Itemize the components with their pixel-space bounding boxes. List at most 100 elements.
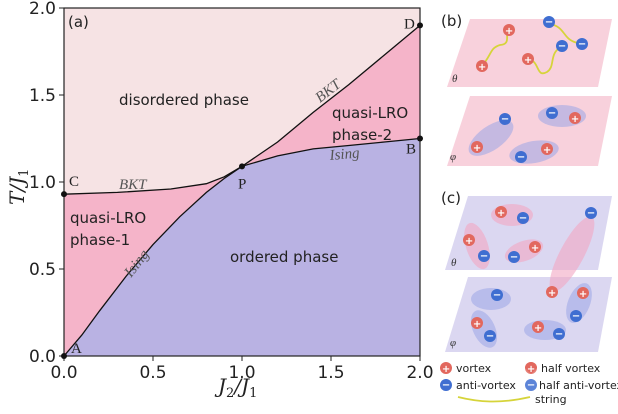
svg-text:+: + bbox=[531, 243, 539, 254]
anti-vortex: − bbox=[499, 113, 511, 125]
half-vortex: + bbox=[529, 241, 541, 254]
anti-vortex: − bbox=[515, 151, 527, 163]
svg-text:−: − bbox=[517, 152, 525, 163]
half-anti-vortex: − bbox=[508, 251, 520, 263]
y-axis-label: T/J1 bbox=[5, 169, 32, 205]
x-tick-label: 1.5 bbox=[317, 363, 344, 383]
panel-label-a: (a) bbox=[68, 13, 89, 31]
svg-text:+: + bbox=[465, 236, 473, 247]
svg-text:−: − bbox=[555, 329, 563, 340]
svg-text:−: − bbox=[501, 114, 509, 125]
x-tick-label: 0.5 bbox=[139, 363, 166, 383]
half-vortex: + bbox=[495, 206, 507, 219]
svg-text:+: + bbox=[473, 143, 481, 154]
svg-text:−: − bbox=[578, 39, 586, 50]
half-anti-vortex: − bbox=[585, 207, 597, 219]
field-phi-c: φ bbox=[450, 337, 456, 349]
svg-text:+: + bbox=[524, 55, 532, 66]
half-vortex: + bbox=[546, 286, 558, 299]
half-anti-vortex: − bbox=[576, 38, 588, 50]
quasi-lro-2-label-line2: phase-2 bbox=[332, 126, 392, 144]
legend-vortex-label: vortex bbox=[456, 362, 492, 375]
point-label-P: P bbox=[238, 176, 246, 192]
vortex: + bbox=[541, 143, 553, 156]
anti-vortex: − bbox=[491, 289, 503, 301]
x-ticks: 0.0 0.5 1.0 1.5 2.0 bbox=[50, 356, 434, 383]
y-ticks: 0.0 0.5 1.0 1.5 2.0 bbox=[29, 0, 64, 367]
pair-cloud bbox=[471, 288, 511, 310]
svg-text:−: − bbox=[480, 251, 488, 262]
field-phi-b: φ bbox=[450, 151, 456, 163]
region-disordered bbox=[64, 8, 420, 195]
phase-boundaries bbox=[63, 24, 421, 357]
point-P bbox=[239, 163, 245, 170]
half-anti-vortex: − bbox=[556, 40, 568, 52]
svg-text:−: − bbox=[510, 252, 518, 263]
svg-text:−: − bbox=[527, 380, 535, 391]
point-label-A: A bbox=[71, 341, 82, 357]
string-2 bbox=[528, 45, 563, 75]
half-vortex: + bbox=[463, 234, 475, 247]
svg-text:+: + bbox=[579, 289, 587, 300]
x-tick-label: 1.0 bbox=[228, 363, 255, 383]
pair-cloud bbox=[549, 216, 595, 292]
quasi-lro-1-label-line2: phase-1 bbox=[70, 231, 130, 249]
point-D bbox=[417, 22, 423, 29]
phase-diagram: 0.0 0.5 1.0 1.5 2.0 0.0 0.5 1.0 1.5 2.0 A B C D P (a… bbox=[5, 0, 434, 401]
half-vortex: + bbox=[503, 24, 515, 37]
svg-text:−: − bbox=[442, 380, 450, 391]
ordered-phase-label: ordered phase bbox=[230, 248, 338, 266]
region-quasi-lro-2 bbox=[242, 25, 420, 167]
legend-half-vortex-icon: + bbox=[525, 362, 537, 375]
region-ordered bbox=[64, 138, 420, 356]
vortex: + bbox=[577, 287, 589, 300]
point-label-D: D bbox=[404, 16, 415, 32]
point-label-B: B bbox=[406, 142, 416, 158]
svg-text:−: − bbox=[587, 208, 595, 219]
svg-text:+: + bbox=[497, 208, 505, 219]
special-points: A B C D P bbox=[61, 16, 423, 359]
y-tick-label: 0.0 bbox=[29, 347, 56, 367]
half-anti-vortex: − bbox=[543, 16, 555, 28]
anti-vortex: − bbox=[570, 310, 582, 322]
bkt-label-lower: BKT bbox=[119, 177, 148, 193]
y-tick-label: 1.0 bbox=[29, 173, 56, 193]
svg-text:+: + bbox=[543, 145, 551, 156]
vortex: + bbox=[532, 321, 544, 334]
half-anti-vortex: − bbox=[478, 250, 490, 262]
point-B bbox=[417, 135, 423, 142]
anti-vortex: − bbox=[484, 330, 496, 342]
legend-anti-vortex-icon: − bbox=[440, 379, 452, 391]
legend-string-label: string bbox=[535, 393, 567, 406]
disordered-phase-label: disordered phase bbox=[119, 91, 249, 109]
svg-text:−: − bbox=[519, 213, 527, 224]
legend-half-anti-vortex-label: half anti-vortex bbox=[539, 379, 618, 392]
x-tick-label: 2.0 bbox=[406, 363, 433, 383]
panel-c: (c) θ φ + − + − + − − + − + − + − + − bbox=[441, 189, 612, 352]
svg-text:+: + bbox=[478, 62, 486, 73]
vortex: + bbox=[471, 141, 483, 154]
y-tick-label: 0.5 bbox=[29, 260, 56, 280]
point-label-C: C bbox=[69, 174, 79, 190]
svg-text:−: − bbox=[493, 290, 501, 301]
field-theta-b: θ bbox=[452, 73, 458, 85]
x-axis-label: J2/J1 bbox=[214, 374, 257, 401]
boundary-bkt-1 bbox=[241, 24, 421, 167]
quasi-lro-1-label-line1: quasi-LRO bbox=[70, 209, 146, 227]
y-tick-label: 1.5 bbox=[29, 86, 56, 106]
vortex: + bbox=[471, 317, 483, 330]
boundary-ising-3 bbox=[241, 137, 421, 167]
panel-label-b: (b) bbox=[441, 12, 462, 30]
svg-text:−: − bbox=[545, 17, 553, 28]
boundary-ising-2 bbox=[63, 165, 243, 357]
svg-text:−: − bbox=[572, 311, 580, 322]
svg-text:−: − bbox=[558, 41, 566, 52]
field-theta-c: θ bbox=[451, 257, 457, 269]
svg-text:+: + bbox=[534, 323, 542, 334]
legend-vortex-icon: + bbox=[440, 362, 452, 375]
sheet-b-theta bbox=[447, 19, 612, 87]
panel-label-c: (c) bbox=[441, 189, 461, 207]
svg-text:+: + bbox=[505, 26, 513, 37]
point-A bbox=[61, 353, 67, 359]
phase-regions bbox=[64, 8, 420, 356]
